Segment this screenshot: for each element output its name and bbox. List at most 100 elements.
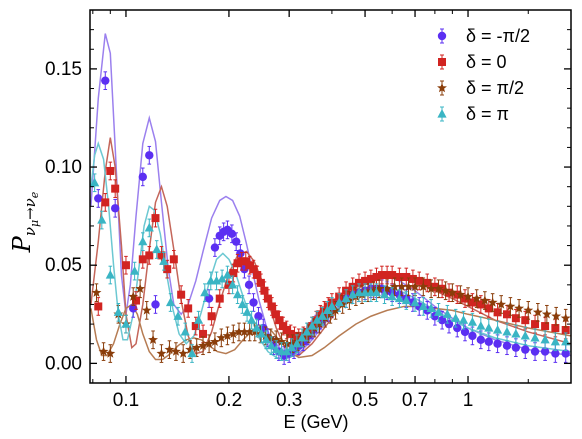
legend-item-0: δ = -π/2 xyxy=(437,26,530,46)
data-point xyxy=(476,335,486,345)
data-point xyxy=(199,329,208,338)
svg-text:Pνμ→νe: Pνμ→νe xyxy=(8,191,41,253)
data-point xyxy=(138,255,147,264)
data-point xyxy=(511,314,520,323)
data-point xyxy=(228,279,238,289)
legend-item-2: δ = π/2 xyxy=(437,78,524,98)
data-point xyxy=(379,289,390,299)
x-tick-label: 0.7 xyxy=(402,390,428,411)
data-point xyxy=(228,328,239,339)
data-point xyxy=(377,271,386,280)
x-tick-label: 0.2 xyxy=(216,390,242,411)
data-point xyxy=(234,326,244,337)
data-point xyxy=(287,338,298,348)
data-point xyxy=(479,295,490,305)
data-point xyxy=(244,326,255,337)
data-point xyxy=(423,278,432,287)
data-point xyxy=(204,338,215,348)
data-point xyxy=(334,297,344,307)
data-point xyxy=(267,302,276,311)
data-point xyxy=(361,276,370,285)
legend: δ = -π/2 δ = 0 δ = π/2 δ = π xyxy=(437,26,530,124)
data-point xyxy=(101,76,110,85)
data-point xyxy=(493,339,502,348)
data-point xyxy=(396,281,407,292)
data-point xyxy=(433,307,444,316)
data-point xyxy=(256,328,267,338)
data-point xyxy=(521,316,530,325)
data-point xyxy=(410,281,420,292)
data-point xyxy=(438,284,447,293)
data-point xyxy=(493,308,502,317)
data-point xyxy=(227,229,237,238)
data-point xyxy=(492,324,503,334)
data-point xyxy=(94,194,103,203)
data-point xyxy=(458,315,469,324)
data-point xyxy=(157,251,166,260)
data-point xyxy=(521,345,530,354)
data-point xyxy=(271,344,281,354)
legend-label: δ = π/2 xyxy=(466,78,524,98)
data-point xyxy=(408,274,417,283)
data-point xyxy=(216,332,227,343)
data-point xyxy=(90,177,100,187)
data-point xyxy=(252,323,262,332)
data-point xyxy=(91,287,102,297)
data-point xyxy=(540,347,550,356)
data-point xyxy=(98,346,109,356)
data-point xyxy=(121,261,130,270)
data-point xyxy=(388,271,397,280)
data-point xyxy=(290,331,299,340)
data-point xyxy=(401,295,411,305)
data-point xyxy=(467,317,478,326)
data-point xyxy=(249,298,258,307)
data-point xyxy=(317,311,327,320)
data-point xyxy=(418,281,429,292)
data-point xyxy=(151,214,160,223)
data-point xyxy=(551,311,562,321)
data-point xyxy=(128,291,139,301)
data-point xyxy=(447,287,458,297)
plot-frame xyxy=(89,9,572,384)
data-point xyxy=(426,283,437,293)
data-point xyxy=(164,344,175,354)
data-point xyxy=(468,331,477,341)
data-point xyxy=(260,286,269,295)
data-point xyxy=(551,349,560,358)
data-point xyxy=(231,237,241,246)
data-point xyxy=(260,330,271,341)
x-tick-label: 0.1 xyxy=(113,390,139,411)
data-point xyxy=(426,303,436,312)
y-axis: 0.00 0.05 0.10 0.15 xyxy=(45,29,571,374)
data-point xyxy=(530,332,540,342)
data-point xyxy=(105,270,115,279)
data-point xyxy=(121,319,131,328)
data-point xyxy=(292,338,302,348)
data-point xyxy=(163,265,172,274)
y-tick-label: 0.05 xyxy=(45,255,82,276)
data-point xyxy=(354,287,364,297)
legend-marker xyxy=(437,31,447,41)
data-point xyxy=(322,305,332,314)
data-point xyxy=(129,304,138,313)
data-point xyxy=(461,294,470,303)
data-point xyxy=(455,289,466,299)
data-point xyxy=(302,326,312,336)
x-tick-label: 0.3 xyxy=(276,390,302,411)
data-point xyxy=(187,348,197,358)
data-point xyxy=(520,330,530,340)
y-tick-label: 0.00 xyxy=(45,353,82,374)
data-point xyxy=(402,272,411,281)
data-point xyxy=(368,285,379,295)
legend-label: δ = π xyxy=(466,104,509,124)
data-point xyxy=(354,278,363,287)
data-point xyxy=(204,294,214,303)
data-point xyxy=(152,244,162,254)
data-point xyxy=(276,336,287,346)
data-point xyxy=(468,298,477,307)
legend-item-1: δ = 0 xyxy=(438,52,507,72)
data-point xyxy=(177,290,186,299)
data-point xyxy=(487,297,498,307)
data-point xyxy=(471,293,482,303)
data-point xyxy=(430,282,439,291)
